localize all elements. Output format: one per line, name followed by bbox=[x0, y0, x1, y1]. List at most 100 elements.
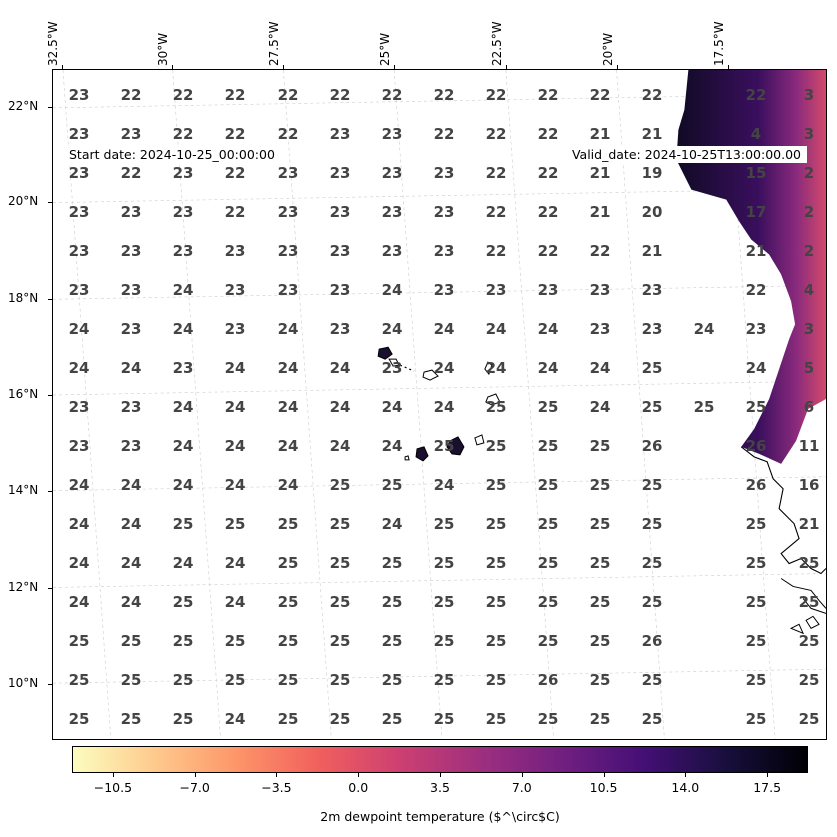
parallel-line bbox=[53, 573, 826, 588]
grid-value: 22 bbox=[277, 86, 299, 104]
meridian-line bbox=[616, 70, 665, 739]
map-panel: 23 22 22 22 22 22 22 22 22 22 22 22 22 3 23 23 22 22 22 23 2… bbox=[52, 69, 827, 740]
grid-value: 24 bbox=[745, 359, 767, 377]
colorbar-tick bbox=[685, 773, 687, 777]
mainland-shading bbox=[676, 70, 826, 464]
grid-value: 24 bbox=[172, 554, 194, 572]
grid-value: 25 bbox=[641, 398, 663, 416]
grid-value: 22 bbox=[589, 242, 611, 260]
longitude-label: 32.5°W bbox=[46, 21, 60, 66]
grid-value: 23 bbox=[172, 359, 194, 377]
grid-value: 4 bbox=[803, 281, 815, 299]
grid-value: 25 bbox=[172, 593, 194, 611]
grid-value: 23 bbox=[433, 164, 455, 182]
colorbar-tick bbox=[440, 773, 441, 777]
grid-value: 25 bbox=[381, 593, 403, 611]
grid-value: 25 bbox=[589, 593, 611, 611]
meridian-line bbox=[393, 70, 443, 739]
grid-value: 21 bbox=[641, 125, 663, 143]
latitude-tick bbox=[48, 395, 52, 396]
grid-value: 22 bbox=[224, 203, 246, 221]
latitude-label: 14°N bbox=[8, 483, 39, 497]
grid-value: 24 bbox=[277, 320, 299, 338]
grid-value: 24 bbox=[433, 398, 455, 416]
grid-value: 24 bbox=[329, 437, 351, 455]
colorbar-tick bbox=[603, 773, 605, 777]
grid-value: 23 bbox=[120, 242, 142, 260]
grid-value: 23 bbox=[172, 242, 194, 260]
grid-value: 2 bbox=[803, 203, 815, 221]
grid-value: 24 bbox=[485, 359, 507, 377]
grid-value: 23 bbox=[68, 281, 90, 299]
latitude-tick bbox=[48, 299, 52, 300]
grid-value: 25 bbox=[68, 671, 90, 689]
meridian-line bbox=[505, 70, 555, 739]
grid-value: 24 bbox=[172, 398, 194, 416]
grid-value: 22 bbox=[485, 203, 507, 221]
grid-value: 22 bbox=[485, 125, 507, 143]
cape-verde-islands bbox=[377, 346, 501, 462]
grid-value: 23 bbox=[745, 320, 767, 338]
colorbar-tick bbox=[112, 773, 114, 777]
longitude-label: 17.5°W bbox=[712, 21, 726, 66]
grid-value: 25 bbox=[329, 710, 351, 728]
grid-value: 23 bbox=[224, 242, 246, 260]
latitude-label: 16°N bbox=[8, 387, 39, 401]
grid-value: 24 bbox=[120, 476, 142, 494]
grid-value: 24 bbox=[381, 437, 403, 455]
grid-value: 26 bbox=[641, 437, 663, 455]
grid-value: 24 bbox=[224, 398, 246, 416]
grid-value: 22 bbox=[172, 125, 194, 143]
grid-value: 25 bbox=[433, 515, 455, 533]
grid-value: 2 bbox=[803, 242, 815, 260]
grid-value: 24 bbox=[68, 554, 90, 572]
grid-value: 25 bbox=[537, 515, 559, 533]
grid-value: 25 bbox=[537, 593, 559, 611]
grid-value: 23 bbox=[381, 164, 403, 182]
longitude-label: 22.5°W bbox=[490, 21, 504, 66]
grid-value: 22 bbox=[485, 86, 507, 104]
latitude-label: 10°N bbox=[8, 676, 39, 690]
colorbar-tick-label: 17.5 bbox=[753, 780, 782, 795]
grid-value: 23 bbox=[224, 281, 246, 299]
grid-value: 25 bbox=[745, 671, 767, 689]
grid-value: 25 bbox=[381, 671, 403, 689]
coastline-detail bbox=[780, 578, 826, 609]
grid-value: 23 bbox=[68, 164, 90, 182]
colorbar-label: 2m dewpoint temperature ($^\circ$C) bbox=[320, 809, 560, 824]
colorbar-tick bbox=[276, 773, 278, 777]
grid-value: 24 bbox=[172, 281, 194, 299]
grid-value: 25 bbox=[693, 398, 715, 416]
valid-date-label: Valid_date: 2024-10-25T13:00:00.00 bbox=[565, 146, 807, 163]
grid-value: 25 bbox=[589, 554, 611, 572]
grid-value: 25 bbox=[277, 554, 299, 572]
grid-value: 24 bbox=[277, 476, 299, 494]
grid-value: 24 bbox=[537, 320, 559, 338]
grid-value: 23 bbox=[329, 281, 351, 299]
start-date-label: Start date: 2024-10-25_00:00:00 bbox=[63, 146, 281, 163]
grid-value: 23 bbox=[68, 86, 90, 104]
grid-value: 22 bbox=[589, 86, 611, 104]
grid-value: 22 bbox=[277, 125, 299, 143]
grid-value: 25 bbox=[433, 671, 455, 689]
latitude-label: 20°N bbox=[8, 194, 39, 208]
colorbar-tick bbox=[194, 773, 196, 777]
grid-value: 25 bbox=[277, 671, 299, 689]
latitude-label: 18°N bbox=[8, 291, 39, 305]
grid-value: 22 bbox=[537, 242, 559, 260]
grid-value: 25 bbox=[172, 710, 194, 728]
latitude-label: 22°N bbox=[8, 99, 39, 113]
grid-value: 23 bbox=[120, 203, 142, 221]
grid-value: 22 bbox=[745, 281, 767, 299]
grid-value: 25 bbox=[641, 593, 663, 611]
grid-value: 23 bbox=[641, 320, 663, 338]
grid-value: 24 bbox=[485, 320, 507, 338]
grid-value: 25 bbox=[277, 632, 299, 650]
grid-value: 24 bbox=[120, 359, 142, 377]
grid-value: 24 bbox=[120, 515, 142, 533]
grid-value: 25 bbox=[537, 710, 559, 728]
grid-value: 26 bbox=[745, 437, 767, 455]
grid-value: 24 bbox=[589, 398, 611, 416]
grid-value: 25 bbox=[120, 710, 142, 728]
grid-value: 24 bbox=[68, 476, 90, 494]
